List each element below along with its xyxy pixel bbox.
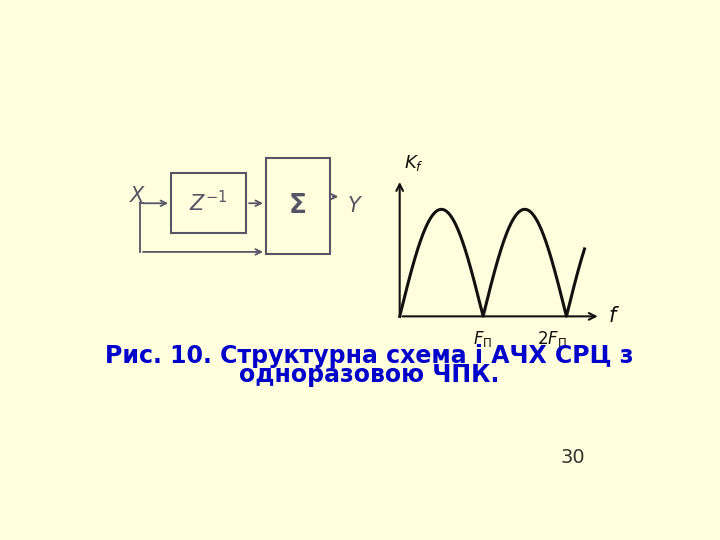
Text: одноразовою ЧПК.: одноразовою ЧПК. [239,363,499,387]
Text: $F_{\Pi}$: $F_{\Pi}$ [474,329,492,349]
Text: Рис. 10. Структурна схема і АЧХ СРЦ з: Рис. 10. Структурна схема і АЧХ СРЦ з [104,345,634,368]
Text: f: f [609,306,616,326]
Text: 30: 30 [560,448,585,467]
Text: Σ: Σ [289,193,307,219]
Bar [266,158,330,254]
Bar [171,173,246,233]
Text: $2F_{\Pi}$: $2F_{\Pi}$ [538,329,567,349]
Text: $Y$: $Y$ [347,196,363,216]
Text: $X$: $X$ [129,186,146,206]
Text: $Z^{-1}$: $Z^{-1}$ [189,191,228,215]
Text: $K_f$: $K_f$ [404,153,424,173]
